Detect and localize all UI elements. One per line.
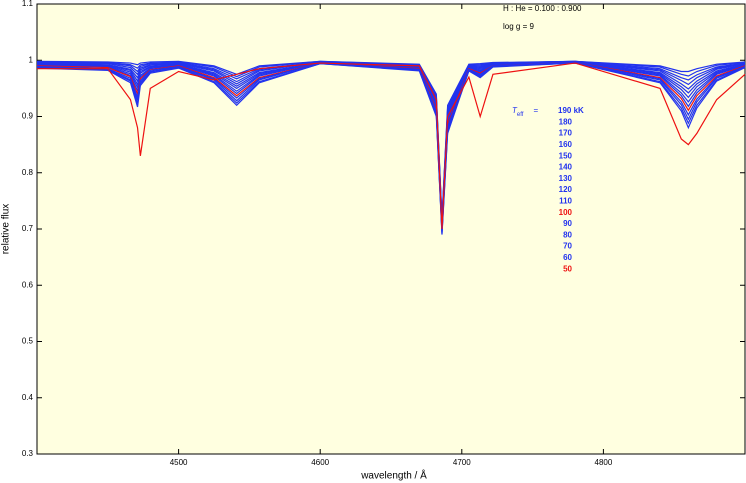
y-tick-label: 1 [29,55,34,64]
x-tick-label: 4600 [311,458,329,467]
y-tick-label: 0.4 [22,393,34,402]
legend-subscript: eff [517,112,524,118]
y-tick-label: 1.1 [22,0,34,8]
legend-symbol: T [512,106,518,115]
legend-entry: 70 [563,242,572,251]
spectrum-line [37,62,746,230]
y-tick-label: 0.5 [22,337,34,346]
y-tick-label: 0.9 [22,112,34,121]
x-axis-label: wavelength / Å [360,469,427,482]
x-tick-label: 4500 [170,458,188,467]
y-axis-label: relative flux [1,204,12,255]
annotation: log g = 9 [503,22,534,31]
legend-entry: 170 [559,129,573,138]
x-tick-label: 4700 [453,458,471,467]
y-tick-label: 0.8 [22,168,34,177]
y-tick-label: 0.6 [22,280,34,289]
legend-entry: 160 [559,140,573,149]
legend-entry: 80 [563,230,572,239]
spectrum-line [36,60,746,218]
spectrum-line [36,62,746,235]
legend-entry: 110 [559,197,572,206]
legend-entry: 50 [563,264,572,273]
legend-entry: 150 [559,151,573,160]
annotation: H : He = 0.100 : 0.900 [503,4,582,13]
legend-entry: 120 [559,185,573,194]
legend-entry: 180 [559,117,573,126]
legend-entry: 60 [563,253,572,262]
legend-entry: 140 [559,163,573,172]
spectrum-line [36,60,746,221]
legend-entry: 100 [559,208,573,217]
spectrum-line [36,60,746,219]
legend-entry: 90 [563,219,572,228]
x-tick-label: 4800 [595,458,613,467]
legend-equals: = [533,106,538,115]
legend-title: Teff = [512,106,538,117]
legend-entry: 190 kK [558,106,584,115]
y-tick-label: 0.7 [22,224,34,233]
y-tick-label: 0.3 [22,449,34,458]
legend-entry: 130 [559,174,573,183]
